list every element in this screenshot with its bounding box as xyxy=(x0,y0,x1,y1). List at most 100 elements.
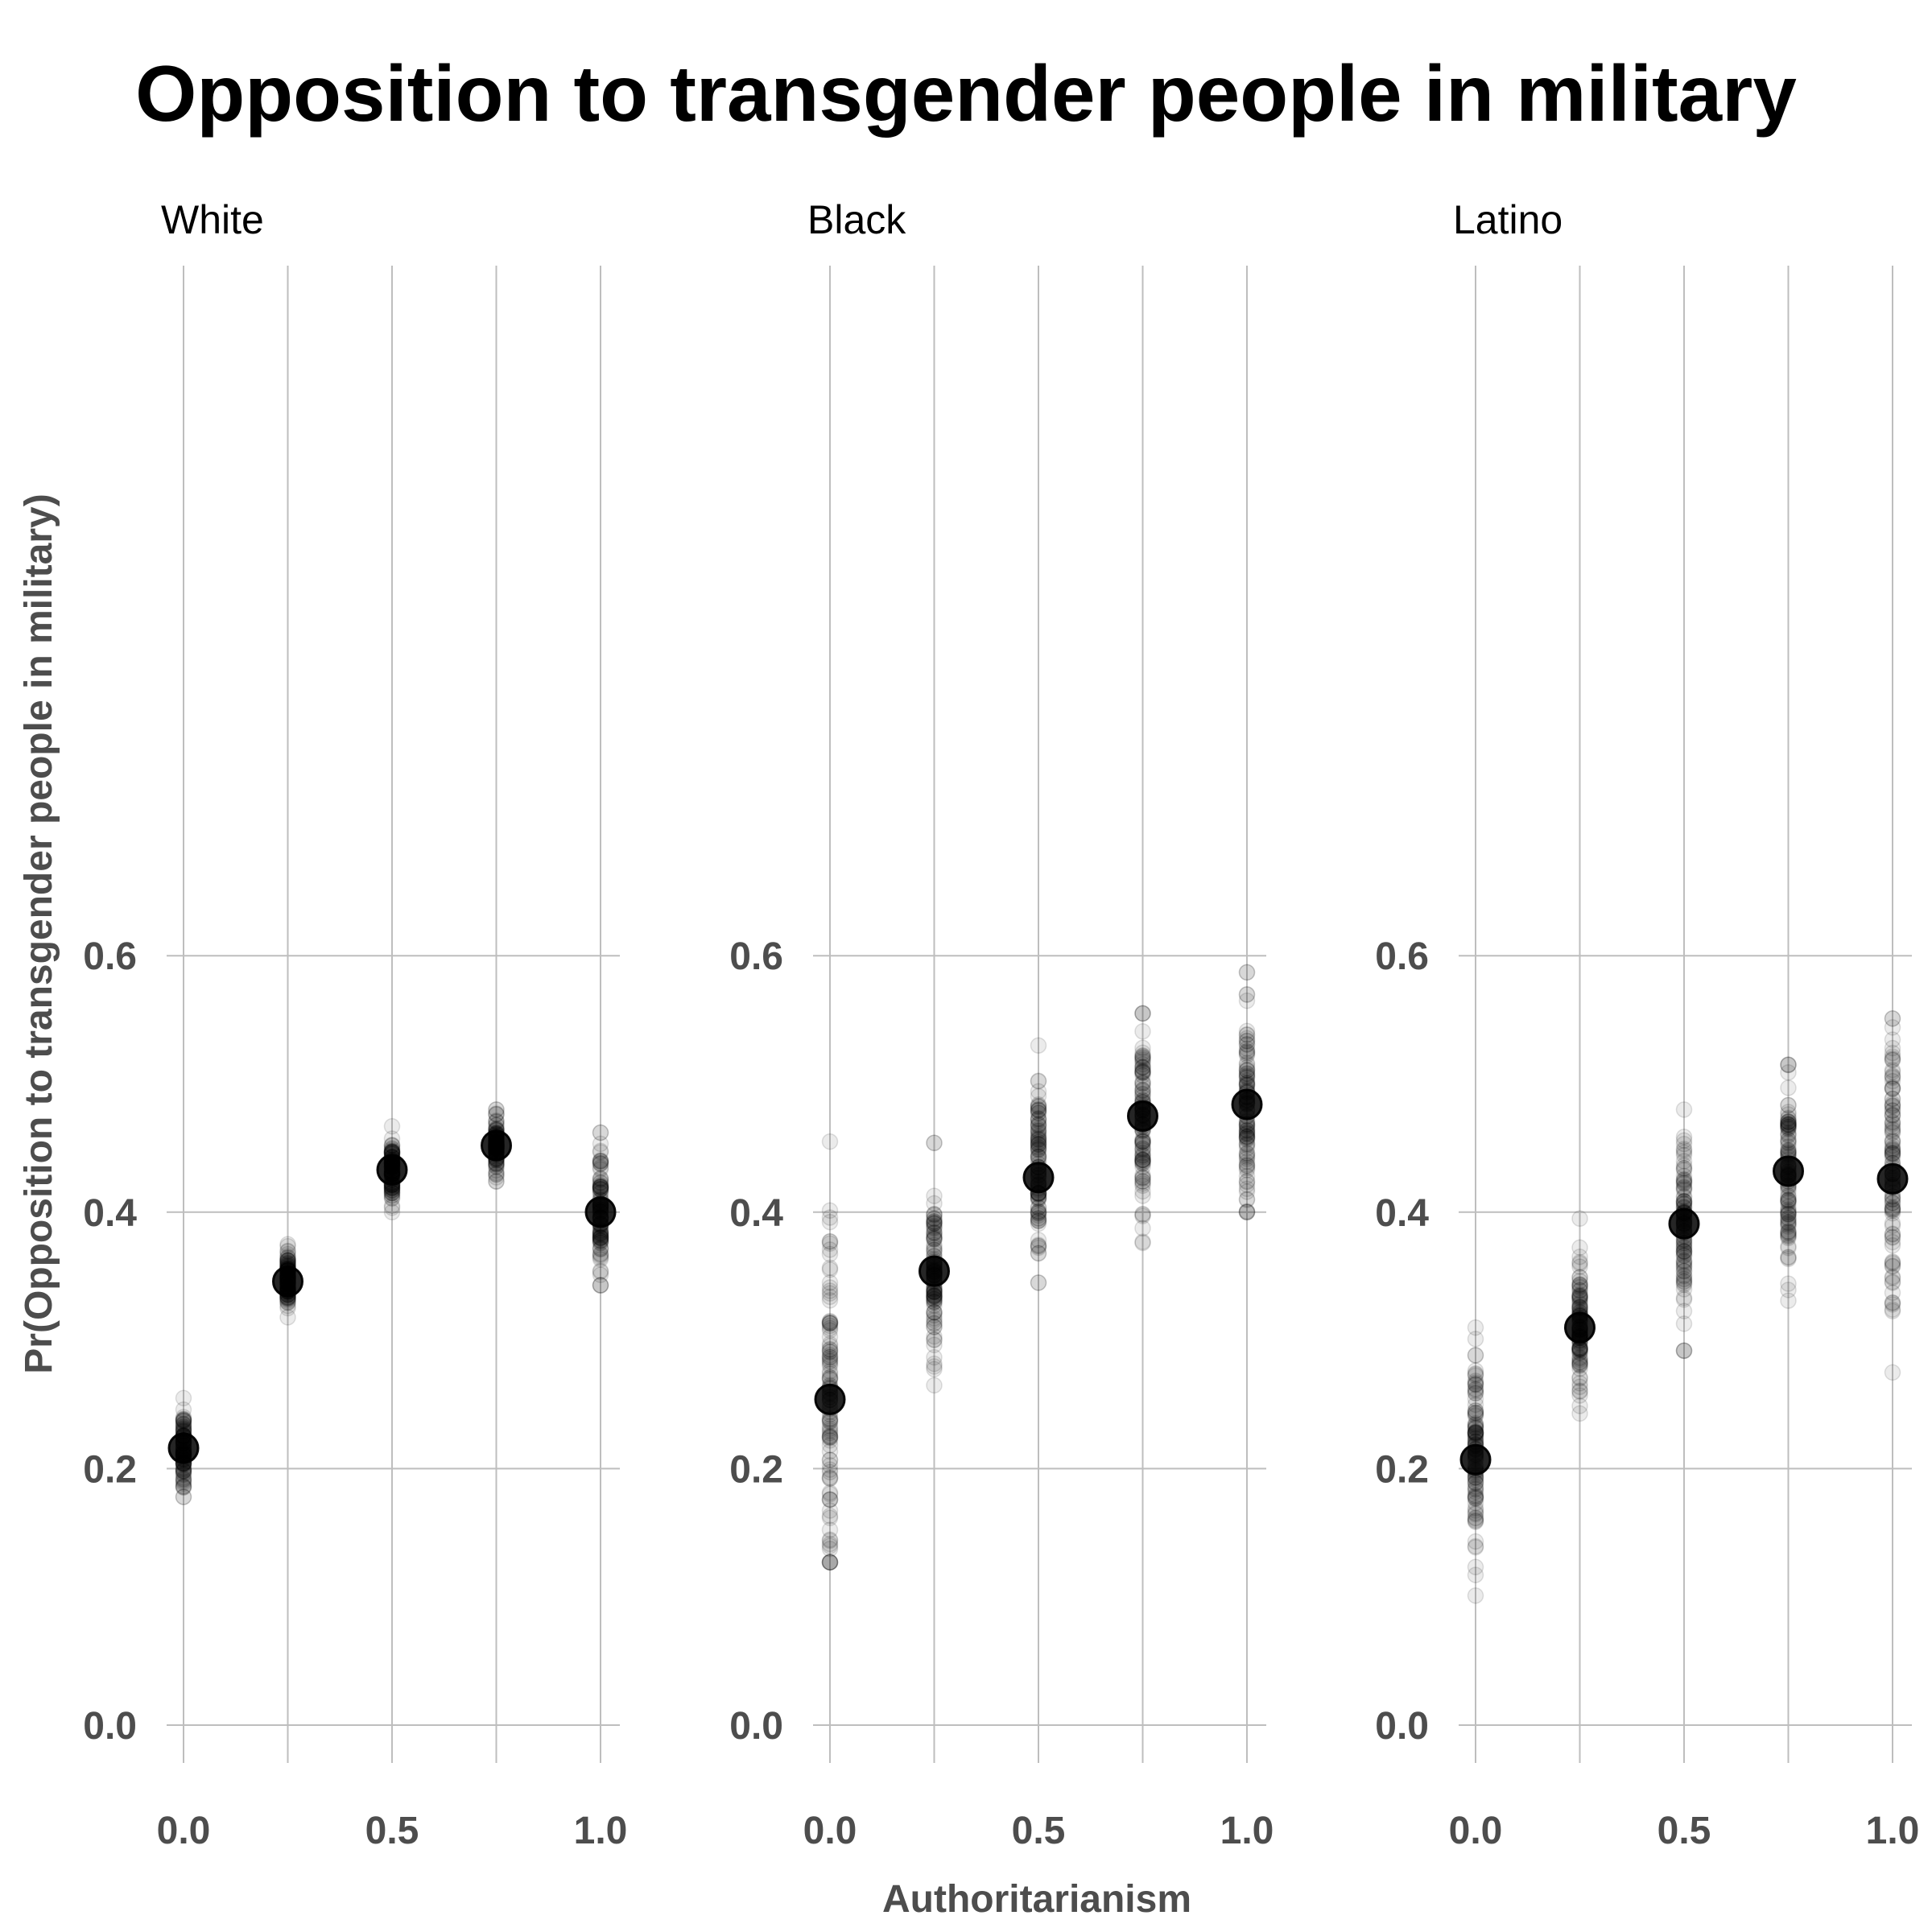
simulation-point xyxy=(1238,1125,1256,1141)
simulation-point xyxy=(1238,1180,1256,1197)
simulation-point xyxy=(175,1416,192,1433)
simulation-point xyxy=(1238,1136,1256,1153)
simulation-point xyxy=(1467,1426,1484,1444)
simulation-point xyxy=(926,1319,943,1335)
y-tick-label: 0.2 xyxy=(729,1448,783,1491)
simulation-point xyxy=(1467,1373,1484,1389)
simulation-point xyxy=(926,1214,943,1231)
simulation-point xyxy=(1467,1480,1484,1497)
simulation-point xyxy=(1030,1135,1047,1153)
simulation-point xyxy=(1467,1425,1484,1443)
simulation-point xyxy=(1675,1189,1693,1206)
simulation-point xyxy=(1030,1237,1047,1255)
simulation-point xyxy=(821,1469,839,1487)
simulation-point xyxy=(1030,1141,1047,1158)
simulation-point xyxy=(1571,1276,1588,1293)
simulation-point xyxy=(1884,1233,1901,1251)
simulation-point xyxy=(821,1348,839,1366)
simulation-point xyxy=(1675,1257,1693,1274)
simulation-point xyxy=(1238,1156,1256,1173)
simulation-point xyxy=(821,1428,839,1445)
simulation-point xyxy=(821,1420,839,1438)
simulation-point xyxy=(1884,1121,1901,1138)
simulation-point xyxy=(821,1353,839,1370)
simulation-point xyxy=(1134,1081,1151,1099)
simulation-point xyxy=(1134,1083,1151,1100)
simulation-point xyxy=(592,1178,609,1195)
simulation-point xyxy=(175,1412,192,1429)
simulation-point xyxy=(1238,1150,1256,1167)
simulation-point xyxy=(1030,1135,1047,1153)
x-tick-label: 1.0 xyxy=(1866,1810,1920,1852)
simulation-point xyxy=(1030,1129,1047,1146)
simulation-point xyxy=(592,1153,609,1170)
simulation-point xyxy=(1030,1102,1047,1119)
simulation-point xyxy=(1780,1249,1797,1265)
simulation-point xyxy=(175,1471,192,1488)
mean-point xyxy=(584,1196,617,1228)
simulation-point xyxy=(1467,1406,1484,1423)
simulation-point xyxy=(821,1312,839,1330)
simulation-point xyxy=(1675,1162,1693,1179)
x-tick-label: 1.0 xyxy=(574,1810,628,1852)
simulation-point xyxy=(1238,964,1256,981)
simulation-point xyxy=(1467,1426,1484,1443)
simulation-point xyxy=(1571,1356,1588,1374)
simulation-point xyxy=(1675,1243,1693,1260)
simulation-point xyxy=(1467,1383,1484,1400)
simulation-point xyxy=(1780,1193,1797,1211)
simulation-point xyxy=(1030,1274,1047,1291)
simulation-point xyxy=(1134,1075,1151,1092)
simulation-point xyxy=(1134,1133,1151,1150)
simulation-point xyxy=(1675,1291,1693,1308)
simulation-point xyxy=(1030,1127,1047,1145)
simulation-point xyxy=(926,1219,943,1236)
simulation-point xyxy=(926,1336,943,1354)
simulation-point xyxy=(1238,1191,1256,1208)
mean-point xyxy=(1459,1443,1492,1476)
simulation-point xyxy=(821,1232,839,1250)
simulation-point xyxy=(488,1101,505,1118)
simulation-point xyxy=(1134,1073,1151,1091)
simulation-point xyxy=(926,1287,943,1305)
simulation-point xyxy=(1571,1397,1588,1414)
simulation-point xyxy=(1780,1224,1797,1241)
simulation-point xyxy=(1675,1342,1693,1360)
simulation-point xyxy=(1884,1090,1901,1108)
simulation-point xyxy=(1030,1096,1047,1113)
simulation-point xyxy=(926,1287,943,1304)
simulation-point xyxy=(926,1331,943,1348)
simulation-point xyxy=(1134,1151,1151,1168)
simulation-point xyxy=(1467,1319,1484,1336)
simulation-point xyxy=(821,1418,839,1435)
simulation-point xyxy=(1134,1208,1151,1224)
simulation-point xyxy=(1238,1046,1256,1064)
simulation-point xyxy=(1675,1262,1693,1280)
y-tick-label: 0.0 xyxy=(83,1705,137,1748)
simulation-point xyxy=(1675,1281,1693,1298)
simulation-point xyxy=(383,1130,401,1147)
simulation-point xyxy=(821,1461,839,1478)
simulation-point xyxy=(926,1358,943,1375)
simulation-point xyxy=(1780,1237,1797,1255)
simulation-point xyxy=(1467,1425,1484,1442)
simulation-point xyxy=(1884,1146,1901,1163)
simulation-point xyxy=(488,1105,505,1122)
simulation-point xyxy=(592,1232,609,1250)
simulation-point xyxy=(1030,1104,1047,1121)
simulation-point xyxy=(592,1232,609,1249)
simulation-point xyxy=(592,1171,609,1189)
simulation-point xyxy=(1675,1180,1693,1198)
simulation-point xyxy=(926,1229,943,1246)
simulation-point xyxy=(1238,1022,1256,1040)
simulation-point xyxy=(1884,1125,1901,1141)
simulation-point xyxy=(1884,1106,1901,1124)
simulation-point xyxy=(1884,1132,1901,1149)
simulation-point xyxy=(1780,1275,1797,1292)
simulation-point xyxy=(1780,1113,1797,1131)
x-tick-label: 0.0 xyxy=(157,1810,211,1852)
simulation-point xyxy=(592,1234,609,1251)
simulation-point xyxy=(592,1266,609,1283)
simulation-point xyxy=(821,1365,839,1382)
simulation-point xyxy=(1467,1402,1484,1419)
